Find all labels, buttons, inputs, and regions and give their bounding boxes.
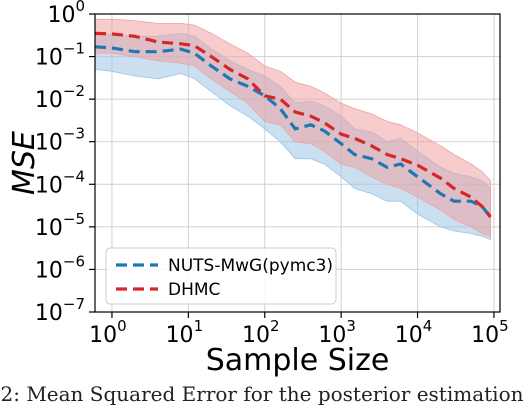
y-axis-label: MSE	[7, 131, 42, 195]
y-tick-label: 10−5	[35, 210, 85, 241]
series-line	[94, 31, 492, 218]
legend: NUTS-MwG(pymc3) DHMC	[105, 247, 337, 305]
y-tick-label: 10−7	[35, 295, 85, 326]
y-tick-label: 10−6	[35, 252, 85, 283]
plot-frame	[94, 13, 501, 313]
x-tick-label: 104	[395, 317, 433, 348]
y-tick-label: 10−2	[35, 82, 85, 113]
y-tick-label: 10−1	[35, 40, 85, 71]
x-tick-label: 102	[242, 317, 280, 348]
y-tick-label: 10−3	[35, 125, 85, 156]
figure-caption: 2: Mean Squared Error for the posterior …	[0, 382, 524, 406]
legend-box	[105, 247, 337, 305]
y-axis-ticks: 100 10−1 10−2 10−3 10−4 10−5 10−6 10−7	[35, 0, 95, 326]
y-tick-label: 10−4	[35, 167, 85, 198]
x-tick-label: 100	[89, 317, 127, 348]
legend-label: NUTS-MwG(pymc3)	[168, 256, 333, 276]
x-axis-label: Sample Size	[206, 343, 390, 378]
y-tick-label: 100	[47, 0, 85, 28]
series-lines	[94, 31, 492, 218]
series-line	[94, 45, 492, 218]
x-tick-label: 101	[166, 317, 204, 348]
x-axis-ticks: 100 101 102 103 104 105	[89, 312, 509, 348]
x-tick-label: 105	[471, 317, 509, 348]
x-tick-label: 103	[318, 317, 356, 348]
legend-label: DHMC	[168, 280, 220, 300]
